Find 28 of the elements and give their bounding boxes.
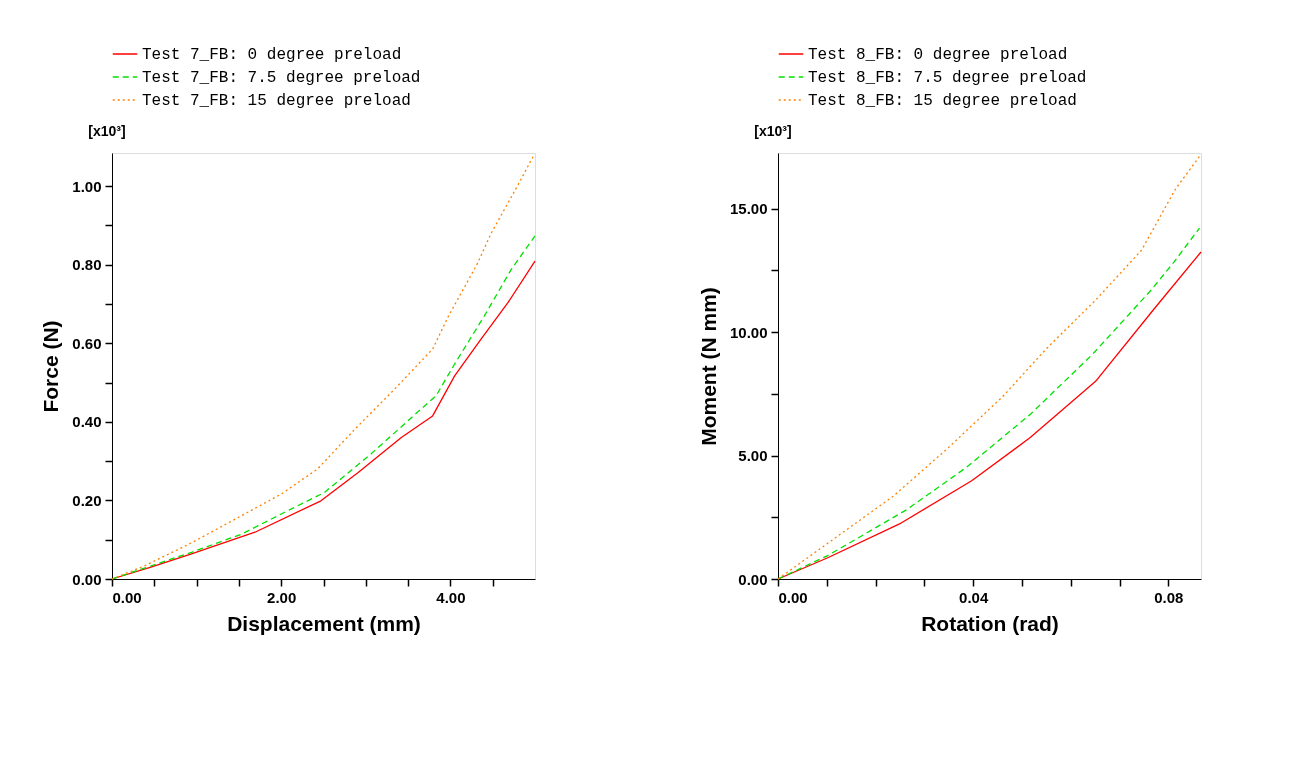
y-tick-label: 10.00 — [729, 323, 768, 341]
y-tick-label: 0.00 — [738, 570, 768, 588]
x-tick-label: 4.00 — [436, 588, 466, 606]
y-tick-label: 15.00 — [729, 200, 768, 218]
legend-label: Test 7_FB: 0 degree preload — [142, 46, 402, 64]
x-tick-label: 0.00 — [778, 588, 808, 606]
x-tick-label: 0.00 — [112, 588, 142, 606]
x-tick-label: 0.08 — [1154, 588, 1184, 606]
y-tick-label: 0.60 — [72, 334, 102, 352]
x-tick-label: 0.04 — [959, 588, 989, 606]
legend-label: Test 8_FB: 15 degree preload — [808, 92, 1077, 110]
y-axis-title: Force (N) — [39, 320, 63, 413]
legend-label: Test 8_FB: 0 degree preload — [808, 46, 1068, 64]
legend-label: Test 7_FB: 7.5 degree preload — [142, 69, 421, 87]
x-axis-title: Displacement (mm) — [227, 611, 421, 635]
legend-label: Test 7_FB: 15 degree preload — [142, 92, 411, 110]
y-tick-label: 1.00 — [72, 177, 102, 195]
y-tick-label: 5.00 — [738, 447, 768, 465]
x-tick-label: 2.00 — [267, 588, 297, 606]
y-tick-label: 0.00 — [72, 570, 102, 588]
x-axis-title: Rotation (rad) — [921, 611, 1059, 635]
y-tick-label: 0.80 — [72, 256, 102, 274]
y-axis-title: Moment (N mm) — [696, 287, 720, 446]
text: [x10³] — [88, 123, 126, 139]
legend-label: Test 8_FB: 7.5 degree preload — [808, 69, 1087, 87]
y-tick-label: 0.40 — [72, 413, 102, 431]
text: [x10³] — [754, 123, 792, 139]
y-tick-label: 0.20 — [72, 491, 102, 509]
